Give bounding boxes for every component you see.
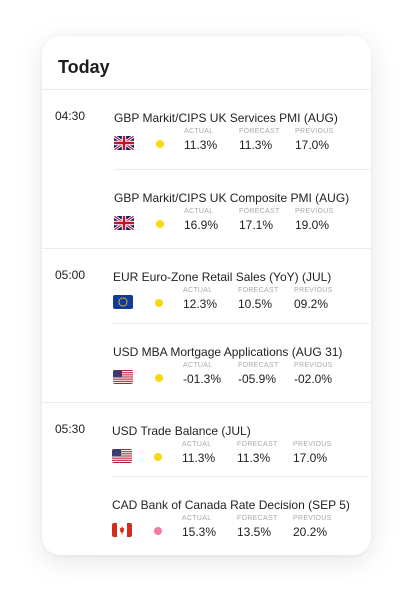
previous-stat: PREVIOUS 19.0% xyxy=(295,208,334,232)
event-title: GBP Markit/CIPS UK Composite PMI (AUG) xyxy=(114,191,350,205)
group-time: 05:00 xyxy=(55,268,86,282)
actual-value: 15.3% xyxy=(182,525,217,539)
previous-label: PREVIOUS xyxy=(294,362,333,369)
forecast-stat: FORECAST -05.9% xyxy=(238,362,279,386)
forecast-value: 10.5% xyxy=(238,297,273,311)
actual-stat: ACTUAL 11.3% xyxy=(182,441,215,465)
impact-dot xyxy=(154,527,162,535)
previous-value: 20.2% xyxy=(293,525,328,539)
actual-value: 11.3% xyxy=(184,138,218,152)
eu-flag-icon xyxy=(113,295,133,309)
forecast-stat: FORECAST 17.1% xyxy=(239,208,280,232)
forecast-value: 11.3% xyxy=(239,138,273,152)
previous-value: 19.0% xyxy=(295,218,330,232)
forecast-value: 11.3% xyxy=(237,451,271,465)
impact-dot xyxy=(155,374,163,382)
uk-flag-icon xyxy=(114,216,134,230)
impact-dot xyxy=(154,453,162,461)
forecast-stat: FORECAST 13.5% xyxy=(237,515,278,539)
actual-label: ACTUAL xyxy=(182,441,212,448)
actual-stat: ACTUAL -01.3% xyxy=(183,362,221,386)
previous-label: PREVIOUS xyxy=(295,208,334,215)
impact-dot xyxy=(156,140,164,148)
forecast-value: -05.9% xyxy=(238,372,277,386)
group-time: 04:30 xyxy=(55,109,86,123)
event-title: USD MBA Mortgage Applications (AUG 31) xyxy=(113,345,343,359)
actual-label: ACTUAL xyxy=(182,515,212,522)
event-title: CAD Bank of Canada Rate Decision (SEP 5) xyxy=(112,498,350,512)
previous-value: 09.2% xyxy=(294,297,329,311)
event-title: EUR Euro-Zone Retail Sales (YoY) (JUL) xyxy=(113,270,332,284)
previous-stat: PREVIOUS 20.2% xyxy=(293,515,332,539)
previous-value: 17.0% xyxy=(295,138,330,152)
forecast-stat: FORECAST 11.3% xyxy=(237,441,278,465)
time-group: 04:30 GBP Markit/CIPS UK Services PMI (A… xyxy=(42,89,371,248)
previous-label: PREVIOUS xyxy=(293,441,332,448)
forecast-label: FORECAST xyxy=(239,208,280,215)
canada-flag-icon xyxy=(112,523,132,537)
forecast-label: FORECAST xyxy=(237,441,278,448)
actual-label: ACTUAL xyxy=(184,128,214,135)
actual-value: 11.3% xyxy=(182,451,216,465)
event-row[interactable]: USD MBA Mortgage Applications (AUG 31) A… xyxy=(113,323,370,395)
event-row[interactable]: USD Trade Balance (JUL) ACTUAL 11.3% FORE… xyxy=(112,403,369,475)
forecast-value: 13.5% xyxy=(237,525,272,539)
actual-stat: ACTUAL 11.3% xyxy=(184,128,217,152)
actual-label: ACTUAL xyxy=(183,287,213,294)
forecast-label: FORECAST xyxy=(237,515,278,522)
event-row[interactable]: GBP Markit/CIPS UK Services PMI (AUG) AC… xyxy=(114,90,371,162)
impact-dot xyxy=(155,299,163,307)
actual-stat: ACTUAL 16.9% xyxy=(184,208,218,232)
previous-stat: PREVIOUS 17.0% xyxy=(293,441,332,465)
event-row[interactable]: GBP Markit/CIPS UK Composite PMI (AUG) A… xyxy=(114,169,371,241)
forecast-label: FORECAST xyxy=(238,362,279,369)
us-flag-icon xyxy=(113,370,133,384)
impact-dot xyxy=(156,220,164,228)
event-row[interactable]: EUR Euro-Zone Retail Sales (YoY) (JUL) A… xyxy=(113,249,370,321)
actual-value: 16.9% xyxy=(184,218,219,232)
economic-calendar-card: Today 04:30 GBP Markit/CIPS UK Services … xyxy=(42,36,371,555)
actual-value: 12.3% xyxy=(183,297,218,311)
uk-flag-icon xyxy=(114,136,134,150)
actual-label: ACTUAL xyxy=(184,208,214,215)
time-group: 05:00 EUR Euro-Zone Retail Sales (YoY) (… xyxy=(42,248,371,402)
previous-stat: PREVIOUS -02.0% xyxy=(294,362,333,386)
actual-stat: ACTUAL 12.3% xyxy=(183,287,217,311)
previous-stat: PREVIOUS 17.0% xyxy=(295,128,334,152)
forecast-value: 17.1% xyxy=(239,218,274,232)
previous-label: PREVIOUS xyxy=(293,515,332,522)
actual-label: ACTUAL xyxy=(183,362,213,369)
forecast-stat: FORECAST 11.3% xyxy=(239,128,280,152)
previous-label: PREVIOUS xyxy=(294,287,333,294)
group-time: 05:30 xyxy=(55,422,86,436)
event-title: GBP Markit/CIPS UK Services PMI (AUG) xyxy=(114,111,338,125)
forecast-label: FORECAST xyxy=(238,287,279,294)
previous-label: PREVIOUS xyxy=(295,128,334,135)
forecast-label: FORECAST xyxy=(239,128,280,135)
time-group: 05:30 USD Trade Balance (JUL) ACTUAL 11.3… xyxy=(42,402,371,555)
event-title: USD Trade Balance (JUL) xyxy=(112,424,251,438)
card-title: Today xyxy=(58,57,110,77)
previous-stat: PREVIOUS 09.2% xyxy=(294,287,333,311)
actual-stat: ACTUAL 15.3% xyxy=(182,515,216,539)
forecast-stat: FORECAST 10.5% xyxy=(238,287,279,311)
us-flag-icon xyxy=(112,449,132,463)
actual-value: -01.3% xyxy=(183,372,222,386)
previous-value: 17.0% xyxy=(293,451,328,465)
event-row[interactable]: CAD Bank of Canada Rate Decision (SEP 5)… xyxy=(112,476,369,548)
previous-value: -02.0% xyxy=(294,372,333,386)
